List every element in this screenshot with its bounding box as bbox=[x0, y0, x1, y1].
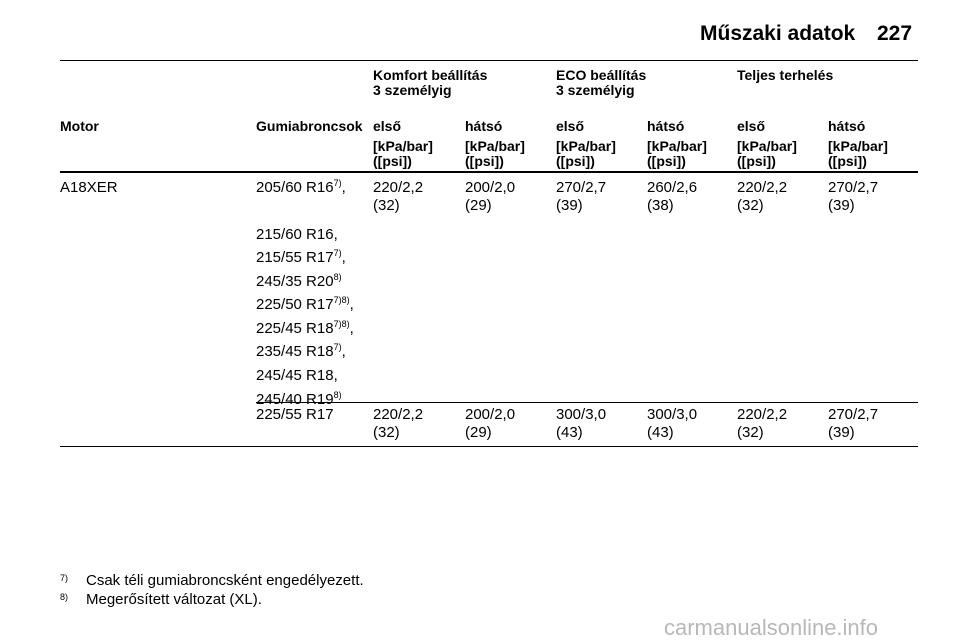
pressure: 260/2,6 bbox=[647, 179, 698, 196]
pressure: 300/3,0 bbox=[647, 406, 698, 423]
unit: [kPa/bar] bbox=[737, 138, 797, 154]
rule bbox=[256, 402, 918, 403]
unit: [kPa/bar] bbox=[647, 138, 707, 154]
column-header: hátsó bbox=[647, 118, 685, 134]
group-subtitle: 3 személyig bbox=[373, 82, 452, 98]
tire-size: 225/45 R18 bbox=[256, 320, 334, 337]
footnote-ref: 7) bbox=[333, 342, 342, 352]
tire: 245/35 R208) bbox=[256, 272, 342, 290]
column-header: első bbox=[556, 118, 585, 134]
pressure-psi: (39) bbox=[828, 424, 855, 441]
pressure-psi: (32) bbox=[737, 424, 764, 441]
tire: 225/50 R177)8), bbox=[256, 295, 354, 313]
pressure: 220/2,2 bbox=[373, 406, 424, 423]
unit-alt: ([psi]) bbox=[373, 153, 412, 169]
unit-alt: ([psi]) bbox=[828, 153, 867, 169]
tire: 245/45 R18, bbox=[256, 368, 338, 383]
unit: [kPa/bar] bbox=[465, 138, 525, 154]
footnote-ref: 7)8) bbox=[333, 295, 350, 305]
pressure: 200/2,0 bbox=[465, 179, 516, 196]
footnote-mark: 7) bbox=[60, 573, 69, 583]
tire: 205/60 R167), bbox=[256, 178, 346, 196]
footnote-mark: 8) bbox=[60, 592, 69, 602]
column-header: hátsó bbox=[465, 118, 503, 134]
tire-suffix: , bbox=[349, 296, 354, 313]
pressure: 270/2,7 bbox=[556, 179, 607, 196]
pressure: 270/2,7 bbox=[828, 406, 879, 423]
group-title: Komfort beállítás bbox=[373, 67, 488, 83]
pressure-psi: (43) bbox=[647, 424, 674, 441]
pressure-psi: (29) bbox=[465, 197, 492, 214]
pressure-psi: (32) bbox=[373, 424, 400, 441]
tire-size: 215/55 R17 bbox=[256, 249, 334, 266]
pressure: 300/3,0 bbox=[556, 406, 607, 423]
tire: 215/55 R177), bbox=[256, 248, 346, 266]
page-title: Műszaki adatok bbox=[700, 22, 856, 45]
pressure-psi: (39) bbox=[828, 197, 855, 214]
footnote-ref: 8) bbox=[333, 390, 342, 400]
tire-size: 225/50 R17 bbox=[256, 296, 334, 313]
footnote-ref: 7) bbox=[333, 248, 342, 258]
tire-size: 225/55 R17 bbox=[256, 406, 334, 423]
tire-size: 215/60 R16, bbox=[256, 226, 338, 243]
column-header: első bbox=[373, 118, 402, 134]
motor: A18XER bbox=[60, 179, 118, 196]
tire-suffix: , bbox=[349, 320, 354, 337]
footnote-text: Csak téli gumiabroncsként engedélyezett. bbox=[86, 572, 364, 589]
footnote-ref: 8) bbox=[333, 272, 342, 282]
rule bbox=[60, 446, 918, 447]
group-title: ECO beállítás bbox=[556, 67, 647, 83]
unit: [kPa/bar] bbox=[556, 138, 616, 154]
pressure: 220/2,2 bbox=[737, 179, 788, 196]
tire-suffix: , bbox=[341, 179, 346, 196]
column-header: első bbox=[737, 118, 766, 134]
tire-size: 245/40 R19 bbox=[256, 391, 334, 408]
pressure-psi: (38) bbox=[647, 197, 674, 214]
footnote-ref: 7)8) bbox=[333, 319, 350, 329]
tire: 225/45 R187)8), bbox=[256, 319, 354, 337]
unit-alt: ([psi]) bbox=[556, 153, 595, 169]
tire-size: 245/35 R20 bbox=[256, 273, 334, 290]
tire: 225/55 R17 bbox=[256, 407, 334, 422]
pressure-psi: (43) bbox=[556, 424, 583, 441]
unit-alt: ([psi]) bbox=[647, 153, 686, 169]
tire: 235/45 R187), bbox=[256, 342, 346, 360]
watermark: carmanualsonline.info bbox=[664, 615, 879, 640]
page-number: 227 bbox=[877, 22, 913, 45]
group-title: Teljes terhelés bbox=[737, 67, 834, 83]
unit: [kPa/bar] bbox=[373, 138, 433, 154]
tire-suffix: , bbox=[341, 343, 346, 360]
pressure: 220/2,2 bbox=[737, 406, 788, 423]
tire-suffix: , bbox=[341, 249, 346, 266]
pressure-psi: (29) bbox=[465, 424, 492, 441]
rule bbox=[60, 60, 918, 61]
footnote-text: Megerősített változat (XL). bbox=[86, 591, 262, 608]
pressure-psi: (39) bbox=[556, 197, 583, 214]
column-header: hátsó bbox=[828, 118, 866, 134]
tire-size: 245/45 R18, bbox=[256, 367, 338, 384]
rule bbox=[60, 171, 918, 173]
unit-alt: ([psi]) bbox=[737, 153, 776, 169]
pressure: 270/2,7 bbox=[828, 179, 879, 196]
column-header: Motor bbox=[60, 118, 99, 134]
tire: 215/60 R16, bbox=[256, 227, 338, 242]
tire-size: 205/60 R16 bbox=[256, 179, 334, 196]
pressure-psi: (32) bbox=[737, 197, 764, 214]
footnote-ref: 7) bbox=[333, 178, 342, 188]
group-subtitle: 3 személyig bbox=[556, 82, 635, 98]
pressure-psi: (32) bbox=[373, 197, 400, 214]
tire-size: 235/45 R18 bbox=[256, 343, 334, 360]
pressure: 200/2,0 bbox=[465, 406, 516, 423]
pressure: 220/2,2 bbox=[373, 179, 424, 196]
column-header: Gumiabroncsok bbox=[256, 118, 363, 134]
unit-alt: ([psi]) bbox=[465, 153, 504, 169]
unit: [kPa/bar] bbox=[828, 138, 888, 154]
tire: 245/40 R198) bbox=[256, 390, 342, 408]
